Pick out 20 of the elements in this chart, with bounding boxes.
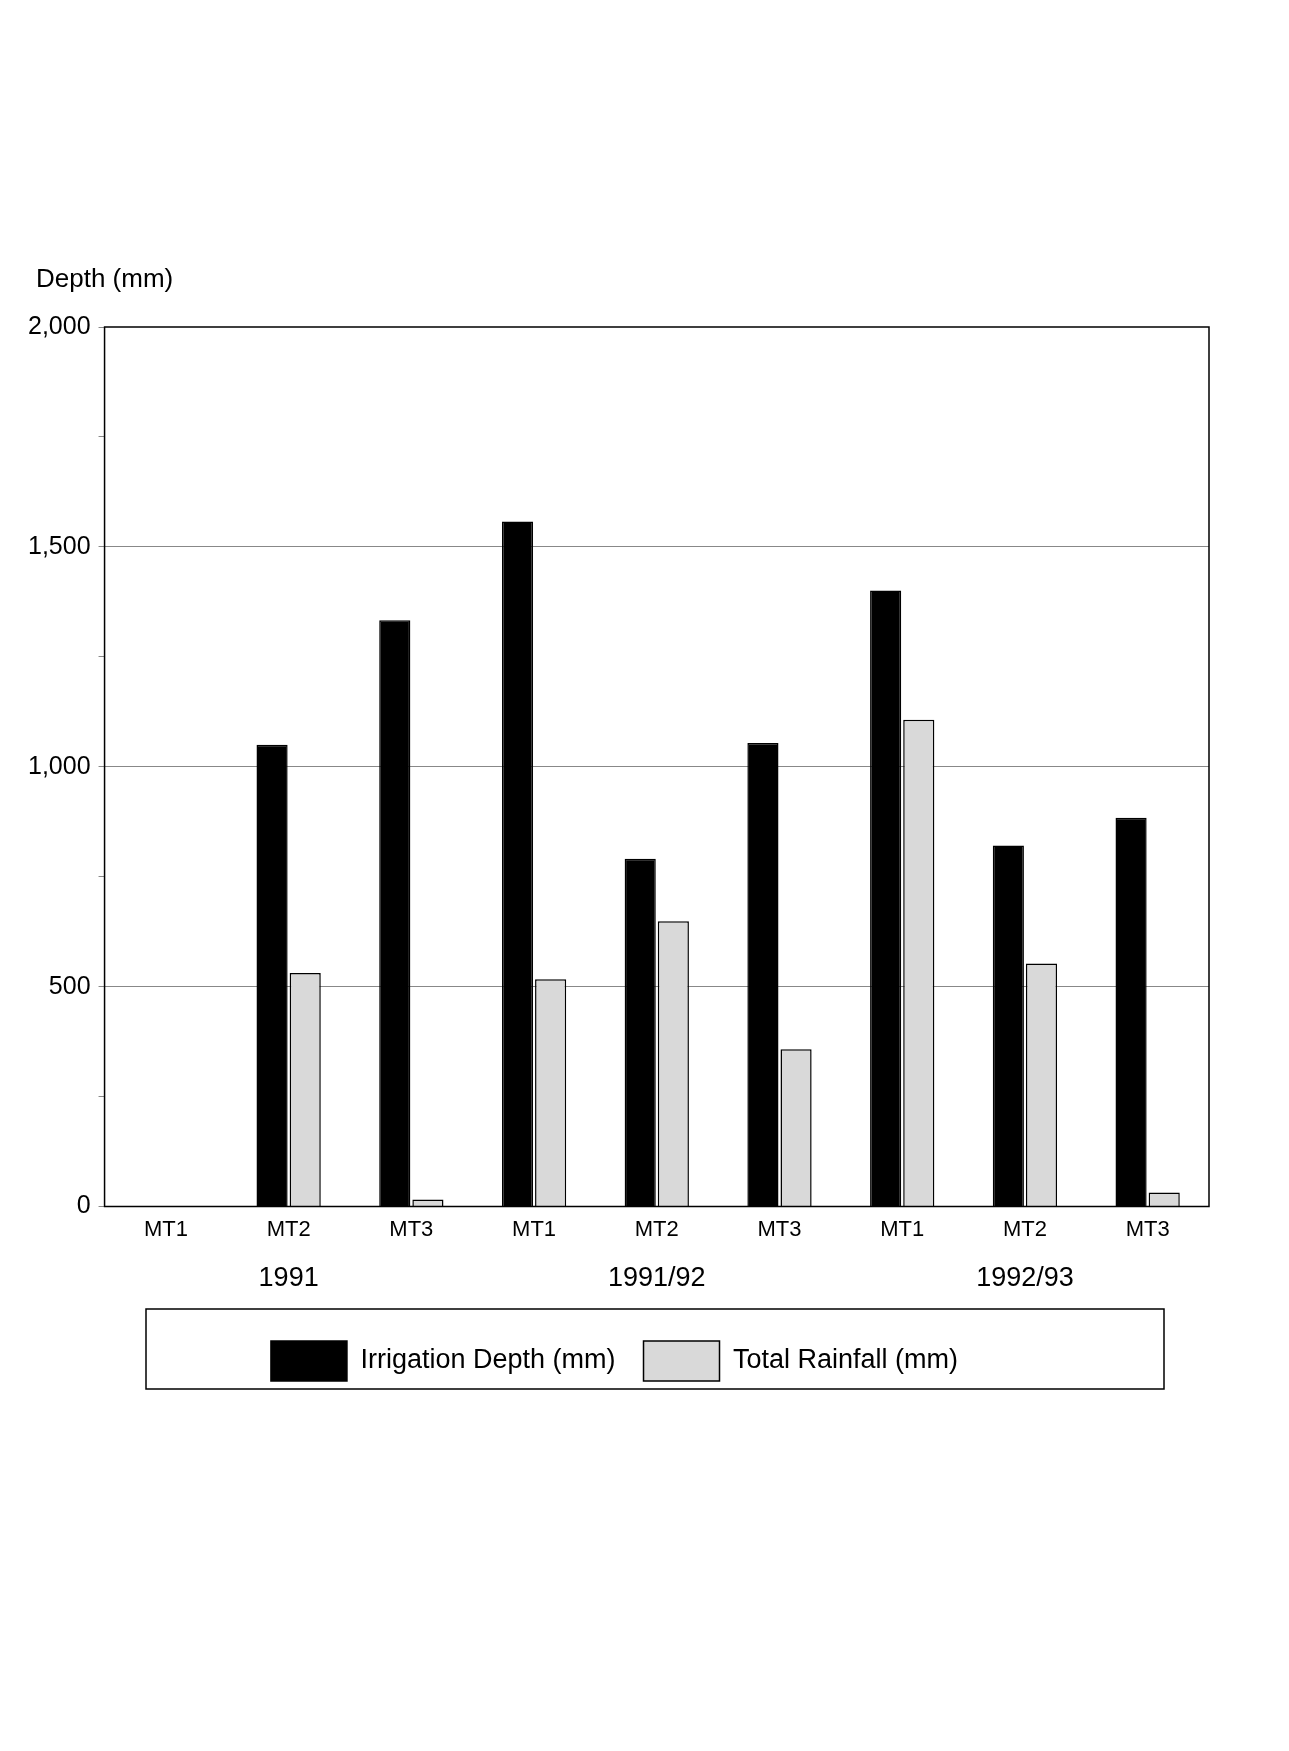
x-tick-label: MT1 [880, 1215, 925, 1241]
y-tick-label: 2,000 [28, 310, 91, 339]
x-tick-label: MT1 [143, 1215, 188, 1241]
legend-label: Irrigation Depth (mm) [360, 1344, 616, 1375]
y-tick-label: 0 [76, 1190, 91, 1219]
y-axis-title: Depth (mm) [36, 263, 174, 294]
x-tick-label: MT3 [389, 1215, 434, 1241]
y-tick-label: 1,500 [28, 530, 91, 559]
y-tick-label: 500 [48, 970, 91, 999]
x-tick-label: MT3 [1125, 1215, 1170, 1241]
y-tick-label: 1,000 [28, 750, 91, 779]
x-tick-label: MT1 [512, 1215, 557, 1241]
text: 1992/93 [976, 1261, 1074, 1292]
x-tick-label: MT2 [1002, 1215, 1047, 1241]
x-tick-label: MT2 [634, 1215, 679, 1241]
legend-label: Total Rainfall (mm) [733, 1344, 959, 1375]
x-tick-label: MT2 [266, 1215, 311, 1241]
text: 1991 [258, 1261, 319, 1292]
text: 1991/92 [607, 1261, 706, 1292]
x-tick-label: MT3 [757, 1215, 802, 1241]
